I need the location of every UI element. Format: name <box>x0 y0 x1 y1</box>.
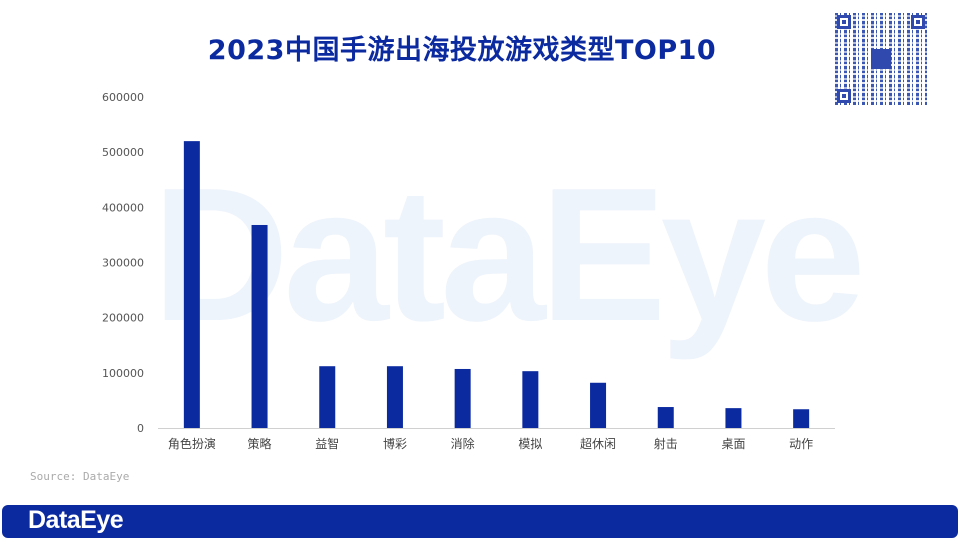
bar-动作 <box>793 409 810 428</box>
x-tick-label: 益智 <box>315 436 339 451</box>
bar-桌面 <box>725 408 742 428</box>
x-tick-label: 动作 <box>789 437 813 451</box>
chart-title: 2023中国手游出海投放游戏类型TOP10 <box>207 35 717 66</box>
y-tick-label: 600000 <box>102 91 144 104</box>
footer-bar: DataEye <box>2 505 958 538</box>
x-tick-label: 桌面 <box>721 437 745 451</box>
qr-logo <box>871 49 891 69</box>
y-tick-label: 500000 <box>102 146 144 159</box>
bar-益智 <box>319 366 336 428</box>
bar-博彩 <box>386 366 403 428</box>
bar-角色扮演 <box>183 141 200 428</box>
y-tick-label: 0 <box>137 422 144 435</box>
watermark: DataEye <box>152 149 866 361</box>
source-note: Source: DataEye <box>30 470 130 483</box>
x-tick-label: 射击 <box>654 436 678 451</box>
x-tick-label: 角色扮演 <box>168 436 216 451</box>
y-tick-label: 400000 <box>102 201 144 214</box>
x-tick-label: 策略 <box>248 436 272 451</box>
x-tick-label: 模拟 <box>518 437 542 451</box>
x-tick-label: 超休闲 <box>580 436 616 451</box>
x-tick-label: 消除 <box>451 436 475 451</box>
bar-策略 <box>251 224 268 428</box>
qr-code <box>835 13 927 105</box>
x-tick-label: 博彩 <box>383 436 407 451</box>
bar-消除 <box>454 368 471 428</box>
bar-模拟 <box>522 371 539 428</box>
footer-logo: DataEye <box>28 506 124 534</box>
y-tick-label: 100000 <box>102 367 144 380</box>
bar-超休闲 <box>590 382 607 428</box>
y-tick-label: 300000 <box>102 257 144 270</box>
y-tick-label: 200000 <box>102 312 144 325</box>
bar-射击 <box>657 407 674 428</box>
